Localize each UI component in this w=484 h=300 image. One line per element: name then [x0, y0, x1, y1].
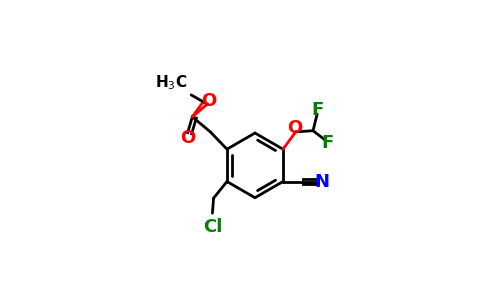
Text: N: N: [314, 172, 329, 190]
Text: O: O: [201, 92, 216, 110]
Text: H$_3$C: H$_3$C: [155, 74, 187, 92]
Text: Cl: Cl: [203, 218, 222, 236]
Text: O: O: [180, 129, 196, 147]
Text: O: O: [287, 119, 303, 137]
Text: F: F: [311, 101, 323, 119]
Text: F: F: [321, 134, 333, 152]
